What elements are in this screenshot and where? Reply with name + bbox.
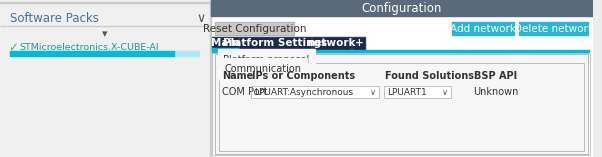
Bar — [312, 37, 352, 50]
Bar — [352, 37, 365, 50]
Bar — [209, 0, 211, 157]
Text: LPUART:Asynchronous: LPUART:Asynchronous — [254, 88, 353, 97]
Bar — [216, 22, 294, 35]
Text: ✓: ✓ — [8, 41, 17, 54]
Bar — [239, 37, 311, 50]
Text: LPUART1: LPUART1 — [387, 88, 427, 97]
Bar — [216, 22, 294, 35]
Bar — [211, 0, 593, 16]
Text: ▾: ▾ — [102, 29, 108, 39]
Bar — [352, 37, 365, 50]
Text: Reset Configuration: Reset Configuration — [203, 24, 306, 34]
Bar — [216, 54, 588, 154]
Bar — [211, 0, 593, 157]
Bar — [239, 37, 311, 50]
Bar — [213, 53, 590, 155]
Bar — [312, 37, 352, 50]
Bar — [213, 37, 238, 50]
Text: Found Solutions: Found Solutions — [385, 71, 474, 81]
Bar — [213, 53, 590, 155]
Text: +: + — [355, 38, 363, 48]
Bar — [10, 51, 199, 56]
Text: Platform Settings: Platform Settings — [223, 38, 327, 48]
Text: Configuration: Configuration — [362, 2, 442, 15]
Bar — [213, 37, 238, 50]
Bar — [213, 50, 589, 52]
Bar — [213, 48, 238, 50]
Text: STMicroelectronics.X-CUBE-AI: STMicroelectronics.X-CUBE-AI — [20, 43, 160, 52]
Text: ∨: ∨ — [370, 88, 376, 97]
Bar — [384, 86, 451, 98]
Text: COM Port: COM Port — [222, 87, 268, 97]
Text: Communication: Communication — [225, 64, 302, 74]
Bar — [519, 22, 588, 35]
Text: Unknown: Unknown — [474, 87, 519, 97]
Text: network: network — [308, 38, 356, 48]
Text: IPs or Components: IPs or Components — [252, 71, 355, 81]
Text: ∨: ∨ — [442, 88, 448, 97]
Text: Delete network: Delete network — [514, 24, 594, 34]
Bar — [219, 63, 584, 151]
Bar — [0, 2, 211, 3]
Bar — [0, 0, 211, 157]
Bar — [10, 51, 174, 56]
Bar — [452, 22, 514, 35]
Bar — [251, 86, 379, 98]
Text: ∨: ∨ — [196, 12, 205, 25]
Text: Name: Name — [222, 71, 253, 81]
Text: Main: Main — [211, 38, 240, 48]
Text: Software Packs: Software Packs — [10, 12, 99, 25]
Text: Platform proposal: Platform proposal — [223, 55, 309, 65]
Text: BSP API: BSP API — [474, 71, 517, 81]
Bar — [251, 86, 379, 98]
Bar — [384, 86, 451, 98]
Text: Add network: Add network — [450, 24, 516, 34]
